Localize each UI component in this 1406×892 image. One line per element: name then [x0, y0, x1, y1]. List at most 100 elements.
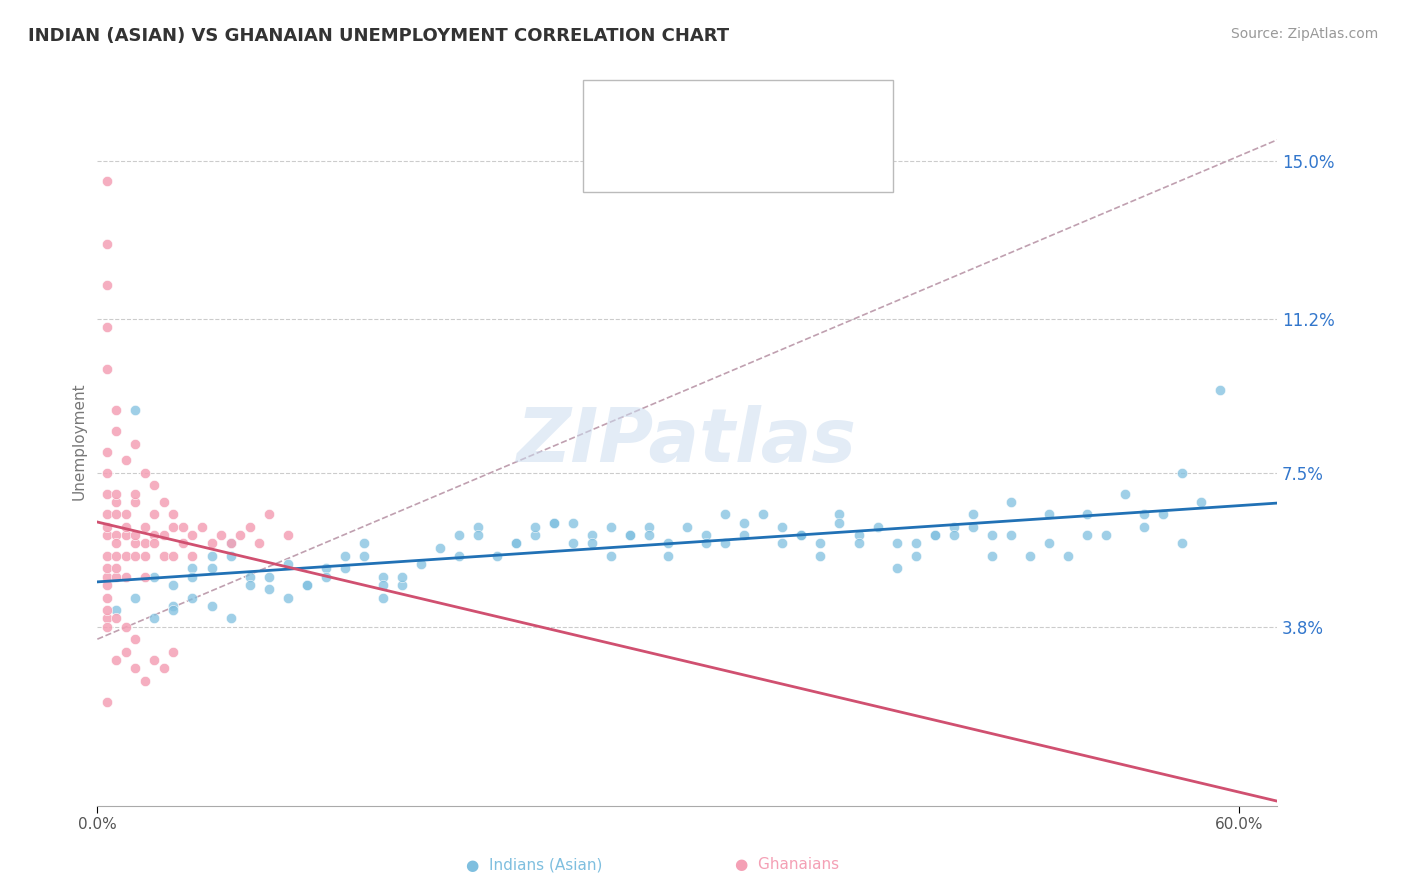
Point: [277, 558, 299, 572]
Point: [124, 495, 146, 509]
Point: [124, 528, 146, 542]
Point: [115, 645, 138, 659]
Point: [828, 508, 851, 522]
Point: [105, 570, 128, 584]
Point: [134, 570, 156, 584]
Point: [277, 591, 299, 605]
Point: [562, 516, 585, 530]
Text: R = 0.125   N =  80: R = 0.125 N = 80: [641, 149, 832, 167]
Point: [695, 536, 717, 550]
Point: [1171, 466, 1194, 480]
Point: [200, 549, 222, 563]
Point: [239, 578, 262, 592]
Point: [962, 508, 984, 522]
Point: [229, 528, 252, 542]
Point: [181, 570, 204, 584]
Point: [1133, 508, 1156, 522]
Point: [1209, 383, 1232, 397]
Point: [219, 549, 242, 563]
Point: [96, 549, 118, 563]
Point: [219, 536, 242, 550]
Point: [810, 536, 832, 550]
Point: [96, 445, 118, 459]
Text: ●  Indians (Asian): ● Indians (Asian): [467, 857, 602, 872]
Point: [1114, 486, 1136, 500]
Text: R = 0.318   N = 109: R = 0.318 N = 109: [641, 109, 838, 127]
Point: [543, 516, 565, 530]
Point: [143, 611, 166, 625]
Point: [172, 520, 194, 534]
Point: [124, 591, 146, 605]
Point: [115, 528, 138, 542]
Point: [153, 661, 176, 675]
Point: [134, 673, 156, 688]
Point: [134, 549, 156, 563]
Point: [115, 570, 138, 584]
Point: [1095, 528, 1118, 542]
Point: [505, 536, 527, 550]
Point: [770, 520, 793, 534]
Point: [143, 570, 166, 584]
Point: [96, 236, 118, 251]
Point: [638, 520, 661, 534]
Point: [810, 549, 832, 563]
Point: [353, 536, 375, 550]
Point: [209, 528, 232, 542]
Point: [942, 528, 965, 542]
Point: [153, 528, 176, 542]
Point: [714, 508, 737, 522]
Point: [105, 528, 128, 542]
Point: [429, 541, 451, 555]
Point: [1171, 536, 1194, 550]
Point: [96, 486, 118, 500]
Point: [1038, 508, 1060, 522]
Point: [105, 603, 128, 617]
Point: [619, 528, 641, 542]
Point: [333, 561, 356, 575]
Point: [790, 528, 813, 542]
Point: [181, 591, 204, 605]
Point: [96, 570, 118, 584]
Point: [600, 520, 623, 534]
Text: Source: ZipAtlas.com: Source: ZipAtlas.com: [1230, 27, 1378, 41]
Point: [524, 528, 547, 542]
Point: [181, 528, 204, 542]
Point: [124, 486, 146, 500]
Point: [886, 561, 908, 575]
Point: [904, 549, 927, 563]
Point: [1056, 549, 1078, 563]
Point: [657, 536, 679, 550]
Point: [467, 528, 489, 542]
Point: [219, 611, 242, 625]
Text: ZIPatlas: ZIPatlas: [517, 405, 858, 478]
Point: [105, 508, 128, 522]
Point: [676, 520, 699, 534]
Point: [942, 520, 965, 534]
Point: [733, 516, 755, 530]
Point: [105, 403, 128, 417]
Point: [124, 632, 146, 647]
Point: [391, 570, 413, 584]
Point: [904, 536, 927, 550]
Point: [638, 528, 661, 542]
Point: [143, 536, 166, 550]
Point: [447, 549, 470, 563]
Point: [924, 528, 946, 542]
Point: [562, 536, 585, 550]
Point: [980, 549, 1002, 563]
Point: [695, 528, 717, 542]
Point: [277, 528, 299, 542]
Point: [143, 653, 166, 667]
Point: [115, 453, 138, 467]
Point: [1189, 495, 1212, 509]
Point: [153, 495, 176, 509]
Point: [96, 466, 118, 480]
Point: [866, 520, 889, 534]
Point: [143, 528, 166, 542]
Point: [162, 645, 184, 659]
Point: [371, 578, 394, 592]
Point: [257, 582, 280, 597]
Point: [485, 549, 508, 563]
Point: [219, 536, 242, 550]
Y-axis label: Unemployment: Unemployment: [72, 383, 86, 500]
